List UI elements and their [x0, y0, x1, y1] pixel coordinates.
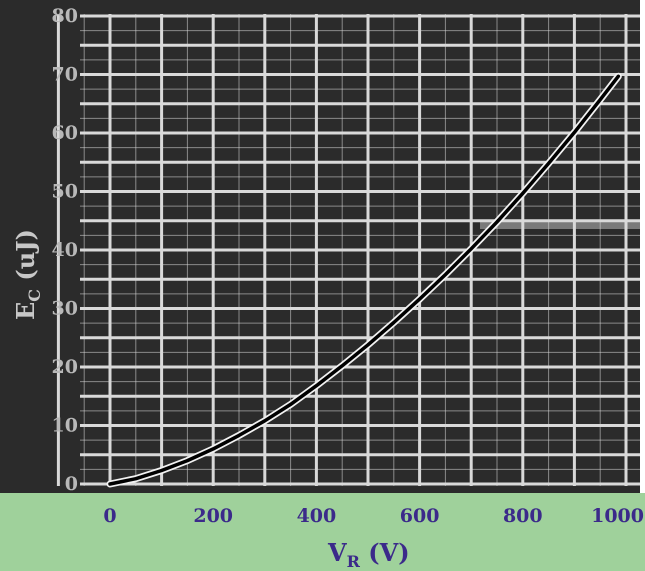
- y-tick-label: 50: [52, 181, 78, 203]
- grid: [56, 14, 640, 486]
- left-band: [0, 0, 80, 497]
- x-tick-label: 400: [297, 505, 337, 527]
- y-tick-label: 0: [65, 473, 78, 495]
- y-axis-label: EC (uJ): [11, 229, 44, 320]
- x-axis-label: VR (V): [327, 538, 410, 571]
- x-tick-label: 1000: [591, 505, 644, 527]
- series-line: [108, 74, 621, 486]
- y-tick-label: 60: [52, 122, 78, 144]
- x-tick-label: 200: [193, 505, 233, 527]
- x-tick-label: 600: [400, 505, 440, 527]
- y-tick-label: 10: [52, 415, 78, 437]
- y-tick-label: 70: [52, 64, 78, 86]
- series-layer: [106, 72, 622, 488]
- x-axis-band: [0, 493, 645, 571]
- right-marker-bar: [480, 220, 640, 229]
- x-tick-label: 800: [503, 505, 543, 527]
- y-tick-label: 20: [52, 356, 78, 378]
- y-tick-label: 40: [52, 239, 78, 261]
- x-tick-label: 0: [103, 505, 116, 527]
- x-ticks: 0 200 400 600 800 1000: [103, 505, 644, 527]
- y-tick-label: 80: [52, 5, 78, 27]
- y-tick-label: 30: [52, 298, 78, 320]
- y-ticks: 0 10 20 30 40 50 60 70 80: [52, 5, 78, 495]
